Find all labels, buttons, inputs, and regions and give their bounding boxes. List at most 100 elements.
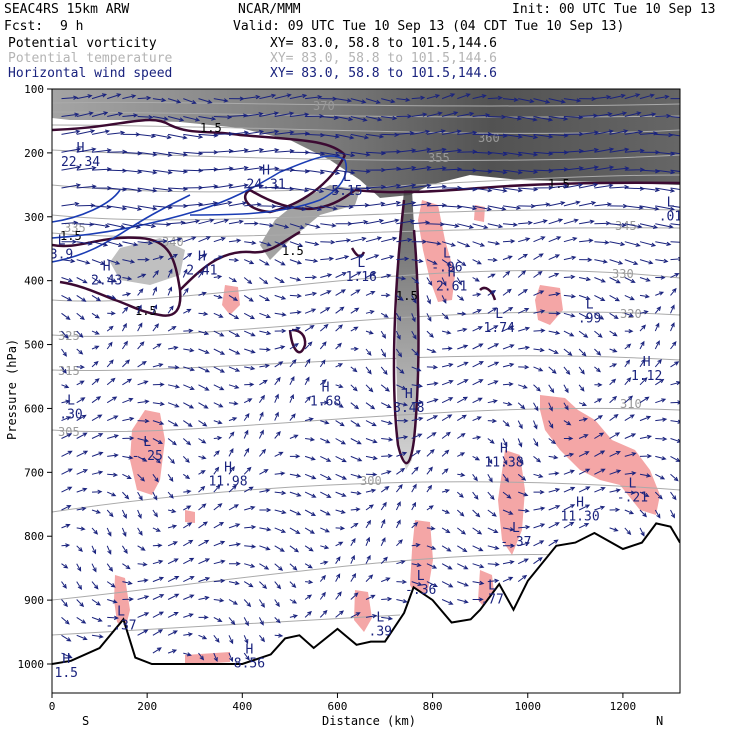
wind-arrow (289, 310, 302, 315)
wind-arrow (213, 420, 223, 425)
wind-arrow (350, 473, 363, 479)
wind-arrow (457, 379, 469, 386)
init-time: Init: 00 UTC Tue 10 Sep 13 (512, 2, 716, 17)
wind-arrow (487, 325, 499, 332)
theta-contours (52, 101, 680, 636)
wind-arrow (76, 545, 83, 553)
wind-arrow (442, 129, 462, 135)
wind-arrow (137, 491, 143, 501)
wind-arrow (320, 527, 330, 533)
wind-arrow (76, 380, 85, 386)
wind-arrow (167, 268, 173, 278)
wind-arrow (274, 411, 279, 421)
wind-arrow (319, 591, 326, 600)
wind-arrow (122, 241, 139, 247)
wind-arrow (396, 201, 417, 207)
wind-arrow (350, 236, 367, 243)
wind-arrow (381, 236, 398, 243)
wind-arrow (517, 308, 530, 314)
wind-arrow (106, 341, 113, 350)
wind-arrow (578, 294, 591, 300)
wind-arrow (624, 490, 636, 495)
wind-arrow (152, 559, 164, 565)
wind-arrow (107, 149, 128, 155)
wind-arrow (563, 183, 584, 189)
wind-arrow (365, 402, 376, 410)
wind-arrow (411, 433, 423, 439)
extremum-value: 5.15 (331, 184, 362, 199)
neg-pv-patch (418, 200, 455, 302)
wind-arrow (244, 221, 259, 226)
wind-arrow (183, 594, 195, 600)
wind-arrow (411, 330, 417, 340)
wind-arrow (76, 414, 87, 422)
wind-arrow (639, 491, 650, 497)
wind-arrow (396, 435, 409, 440)
wind-arrow (274, 581, 282, 590)
wind-arrow (182, 456, 190, 464)
wind-arrow (76, 147, 97, 153)
wind-arrow (319, 574, 326, 582)
wind-arrow (457, 396, 468, 404)
wind-arrow (167, 402, 180, 408)
wind-arrow (563, 402, 569, 411)
wind-arrow (76, 294, 87, 302)
wind-arrow (335, 363, 344, 368)
wind-arrow (228, 652, 234, 663)
wind-arrow (426, 526, 436, 531)
extremum-type: L (417, 569, 425, 584)
wind-arrow (168, 345, 179, 351)
wind-arrow (61, 634, 72, 642)
wind-arrow (639, 434, 653, 440)
wind-arrow (350, 438, 362, 445)
extremum-type: H (262, 163, 270, 178)
wind-arrow (578, 451, 590, 457)
wind-arrow (609, 222, 627, 228)
wind-arrow (411, 400, 424, 405)
wind-arrow (76, 94, 93, 100)
wind-arrow (517, 402, 526, 410)
wind-arrow (411, 258, 424, 263)
extremum-type: H (62, 652, 70, 667)
wind-arrow (426, 166, 447, 171)
wind-arrow (243, 429, 249, 439)
wind-arrow (457, 361, 469, 368)
wind-arrow (76, 397, 86, 404)
pv-contour (52, 118, 346, 156)
neg-pv-patch (185, 510, 195, 523)
wind-arrow (396, 294, 404, 301)
wind-arrow (548, 348, 559, 354)
wind-arrow (182, 287, 189, 296)
extremum-value: -.36 (405, 583, 436, 598)
wind-arrow (76, 348, 84, 355)
wind-arrow (61, 201, 80, 207)
wind-arrow (457, 149, 478, 154)
wind-arrow (594, 240, 610, 245)
wind-arrow (655, 132, 674, 138)
wind-arrow (395, 313, 402, 322)
wind-arrow (411, 95, 426, 101)
wind-arrow (609, 527, 619, 532)
wind-arrow (258, 411, 264, 421)
wind-arrow (426, 295, 431, 305)
wind-arrow (350, 455, 363, 462)
wind-arrow (670, 116, 680, 119)
wind-arrow (320, 545, 330, 550)
wind-arrow (213, 503, 223, 511)
wind-arrow (228, 148, 249, 153)
wind-arrow (107, 434, 119, 439)
wind-arrow (441, 545, 452, 552)
wind-arrow (320, 307, 331, 314)
wind-arrow (106, 563, 114, 572)
wind-arrow (487, 169, 508, 175)
wind-arrow (183, 576, 195, 583)
wind-arrow (91, 223, 111, 229)
wind-arrow (137, 545, 146, 551)
wind-arrow (61, 563, 69, 569)
wind-arrow (365, 133, 385, 139)
wind-arrow (411, 239, 428, 244)
wind-arrow (563, 330, 575, 337)
wind-arrow (380, 501, 387, 511)
wind-arrow (167, 491, 174, 499)
wind-arrow (579, 257, 593, 262)
